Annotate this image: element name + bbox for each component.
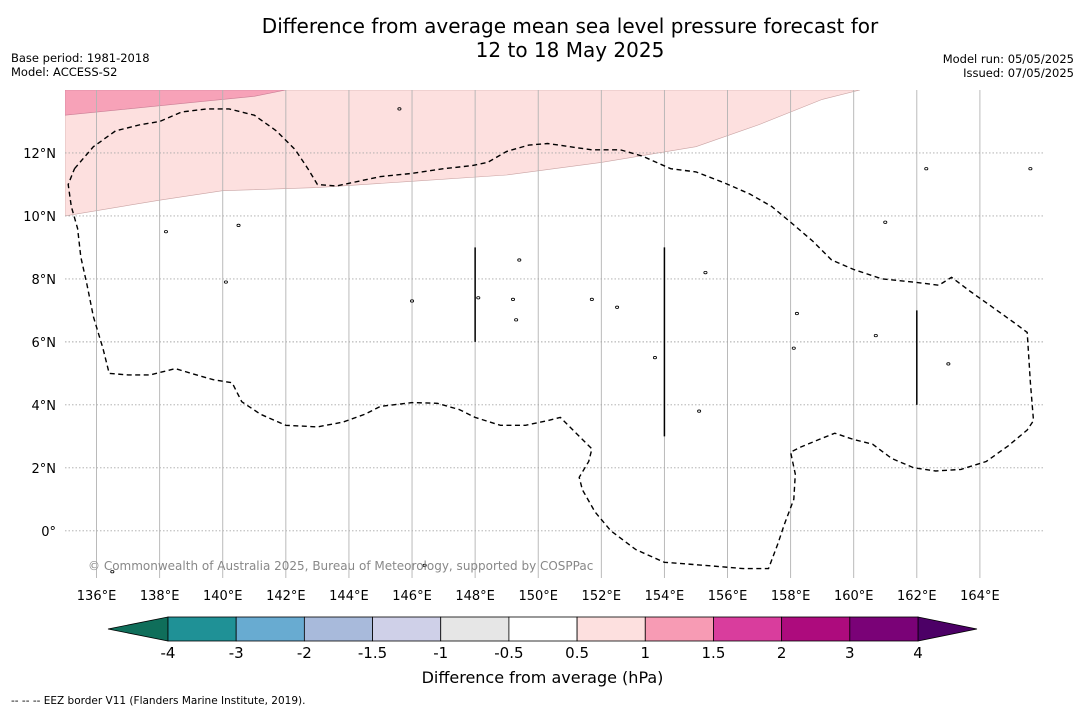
island-outline bbox=[1028, 167, 1033, 171]
lon-tick-label: 146°E bbox=[392, 589, 432, 604]
island-outline bbox=[883, 220, 888, 224]
island-outline bbox=[517, 258, 522, 262]
colorbar-tick-label: 1.5 bbox=[702, 644, 726, 662]
lon-tick-label: 138°E bbox=[140, 589, 180, 604]
colorbar-bin bbox=[508, 616, 578, 642]
island-outline bbox=[514, 318, 519, 322]
colorbar-bin bbox=[713, 616, 783, 642]
colorbar-tick-label: -2 bbox=[297, 644, 312, 662]
colorbar-tick-label: -3 bbox=[229, 644, 244, 662]
lat-tick-label: 4°N bbox=[32, 399, 57, 414]
colorbar-bin bbox=[849, 616, 919, 642]
island-outline bbox=[397, 107, 402, 111]
island-outline bbox=[924, 167, 929, 171]
island-outline bbox=[615, 305, 620, 309]
colorbar-tick-label: 3 bbox=[845, 644, 855, 662]
island-outline bbox=[652, 356, 657, 360]
colorbar-bin bbox=[235, 616, 305, 642]
eez-border bbox=[67, 108, 1035, 570]
colorbar-extend-low bbox=[107, 616, 169, 642]
colorbar: -4 -3 -2 -1.5 -1 -0.5 0.5 1 1.5 2 3 4 bbox=[107, 616, 978, 662]
island-outline bbox=[794, 311, 799, 316]
island-outline bbox=[873, 333, 878, 338]
island-outline bbox=[697, 409, 702, 413]
island-outline bbox=[422, 563, 427, 568]
island-outline bbox=[223, 280, 228, 284]
island-outline bbox=[236, 223, 241, 227]
title-line-2: 12 to 18 May 2025 bbox=[475, 38, 665, 62]
colorbar-tick-label: 2 bbox=[777, 644, 787, 662]
colorbar-tick-label: 0.5 bbox=[565, 644, 589, 662]
lon-tick-label: 158°E bbox=[771, 589, 811, 604]
island-outline bbox=[703, 271, 708, 275]
lat-tick-label: 10°N bbox=[23, 210, 56, 225]
model-text: Model: ACCESS-S2 bbox=[11, 65, 118, 79]
lon-tick-label: 162°E bbox=[897, 589, 937, 604]
model-run-text: Model run: 05/05/2025 bbox=[942, 52, 1074, 66]
lat-tick-label: 0° bbox=[41, 525, 56, 540]
lat-tick-label: 8°N bbox=[32, 273, 57, 288]
island-outline bbox=[589, 297, 594, 301]
lat-tick-label: 12°N bbox=[23, 147, 56, 162]
colorbar-bin bbox=[576, 616, 646, 642]
meridian-segments bbox=[474, 247, 918, 437]
colorbar-bin bbox=[372, 616, 442, 642]
colorbar-bin bbox=[644, 616, 714, 642]
colorbar-bin bbox=[440, 616, 510, 642]
island-outline bbox=[110, 570, 115, 574]
colorbar-tick-label: -4 bbox=[161, 644, 176, 662]
lon-tick-label: 142°E bbox=[266, 589, 306, 604]
colorbar-tick-label: 1 bbox=[640, 644, 650, 662]
eez-footnote: -- -- -- EEZ border V11 (Flanders Marine… bbox=[11, 695, 306, 707]
lon-tick-label: 148°E bbox=[455, 589, 495, 604]
meta-right: Model run: 05/05/2025 Issued: 07/05/2025 bbox=[943, 52, 1074, 80]
latitude-labels: 12°N 10°N 8°N 6°N 4°N 2°N 0° bbox=[23, 147, 56, 540]
island-outline bbox=[476, 296, 481, 300]
map-title: Difference from average mean sea level p… bbox=[0, 14, 1085, 62]
meta-left: Base period: 1981-2018 Model: ACCESS-S2 bbox=[11, 51, 150, 79]
island-outline bbox=[410, 299, 415, 303]
colorbar-tick-label: -0.5 bbox=[494, 644, 523, 662]
island-outline bbox=[510, 297, 515, 301]
lat-tick-label: 6°N bbox=[32, 336, 57, 351]
lon-tick-label: 156°E bbox=[708, 589, 748, 604]
lat-tick-label: 2°N bbox=[32, 462, 57, 477]
title-line-1: Difference from average mean sea level p… bbox=[261, 14, 879, 38]
colorbar-extend-high bbox=[917, 616, 978, 642]
island-outline bbox=[946, 362, 951, 366]
lon-tick-label: 164°E bbox=[960, 589, 1000, 604]
longitude-labels: 136°E 138°E 140°E 142°E 144°E 146°E 148°E 150°E… bbox=[77, 589, 1000, 604]
island-outline bbox=[163, 230, 168, 234]
lon-tick-label: 150°E bbox=[518, 589, 558, 604]
lon-tick-label: 160°E bbox=[834, 589, 874, 604]
lon-tick-label: 152°E bbox=[582, 589, 622, 604]
island-outline bbox=[791, 346, 796, 350]
anomaly-area-1-to-1-5 bbox=[65, 90, 286, 116]
copyright-text: © Commonwealth of Australia 2025, Bureau… bbox=[88, 559, 593, 573]
colorbar-bin bbox=[781, 616, 851, 642]
issued-text: Issued: 07/05/2025 bbox=[963, 66, 1074, 80]
islands bbox=[110, 107, 1033, 574]
lon-tick-label: 136°E bbox=[77, 589, 117, 604]
colorbar-tick-label: -1 bbox=[433, 644, 448, 662]
lon-tick-label: 140°E bbox=[203, 589, 243, 604]
colorbar-tick-label: -1.5 bbox=[358, 644, 387, 662]
lon-tick-label: 144°E bbox=[329, 589, 369, 604]
lon-tick-label: 154°E bbox=[645, 589, 685, 604]
colorbar-bin bbox=[303, 616, 373, 642]
base-period-text: Base period: 1981-2018 bbox=[11, 51, 150, 65]
colorbar-label: Difference from average (hPa) bbox=[421, 668, 664, 687]
colorbar-tick-label: 4 bbox=[913, 644, 923, 662]
colorbar-bin bbox=[167, 616, 237, 642]
